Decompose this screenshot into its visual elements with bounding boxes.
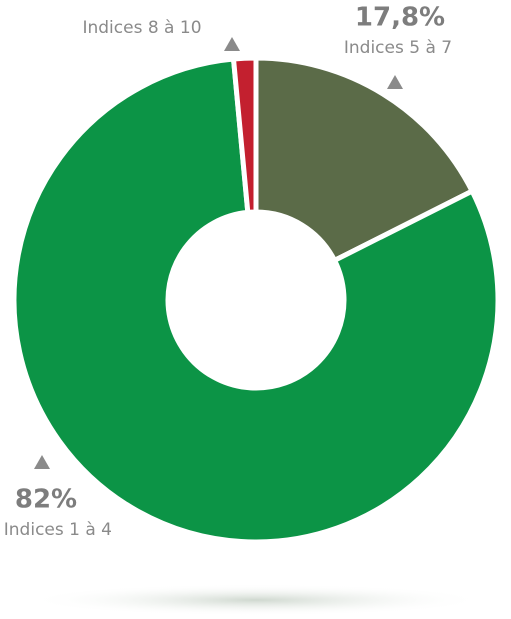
value-label: 17,8% <box>355 3 445 33</box>
category-label: Indices 5 à 7 <box>344 38 452 58</box>
donut <box>11 55 501 545</box>
category-label: Indices 8 à 10 <box>82 18 201 38</box>
pointer <box>34 455 50 469</box>
pointer <box>224 37 240 51</box>
shadow <box>26 584 486 616</box>
value-label: 82% <box>15 485 77 515</box>
labels: 17,8% Indices 5 à 7 82% Indices 1 à 4 Indice… <box>4 3 452 541</box>
category-label: Indices 1 à 4 <box>4 520 112 540</box>
hole <box>168 212 344 388</box>
pointer <box>387 75 403 89</box>
